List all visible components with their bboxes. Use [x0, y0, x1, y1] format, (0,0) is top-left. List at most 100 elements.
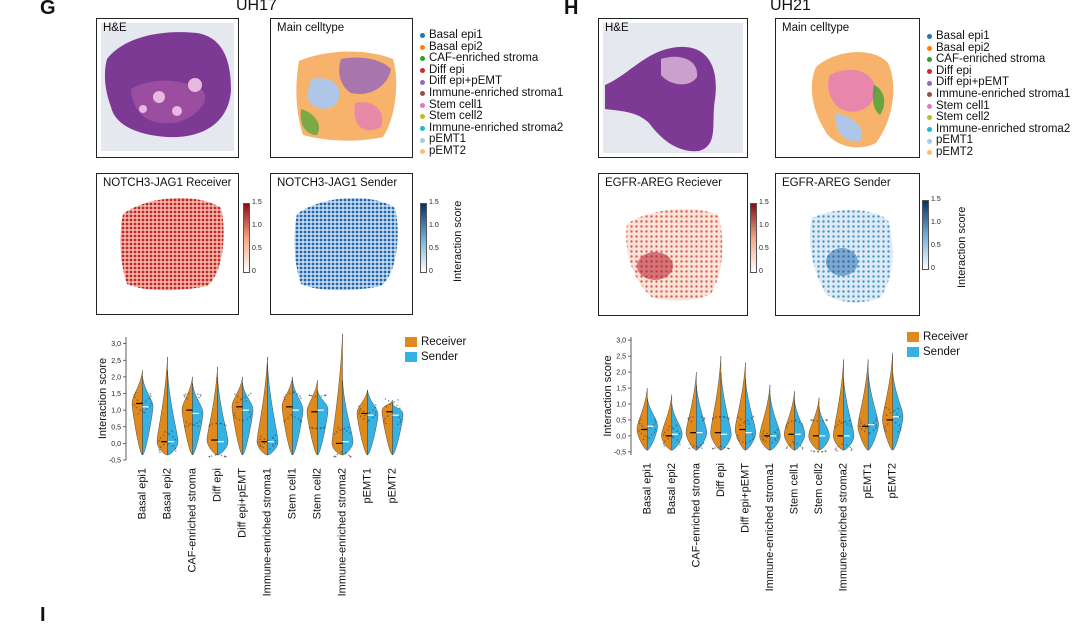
x-tick-label: Diff epi+pEMT [237, 468, 249, 538]
jitter-point [299, 395, 301, 397]
jitter-point [300, 397, 302, 400]
jitter-point [143, 411, 146, 414]
legend-label: Basal epi1 [936, 30, 990, 42]
jitter-point [392, 402, 394, 404]
jitter-point [274, 439, 277, 442]
legend-item: Basal epi2 [927, 42, 1070, 55]
jitter-point [236, 401, 238, 404]
jitter-point [639, 418, 642, 420]
jitter-point [714, 447, 717, 449]
legend-dot-icon [927, 127, 932, 133]
jitter-point [900, 426, 902, 429]
jitter-point [692, 416, 694, 418]
jitter-point [889, 411, 892, 414]
jitter-point [183, 394, 185, 397]
jitter-point [676, 439, 679, 441]
legend-item: Immune-enriched stroma1 [420, 87, 563, 100]
violin-sender [217, 376, 229, 456]
jitter-point [885, 406, 887, 409]
jitter-point [214, 454, 217, 456]
jitter-point [812, 419, 815, 422]
celltype-legend-h: Basal epi1 Basal epi2 CAF-enriched strom… [927, 30, 1070, 159]
jitter-point [358, 405, 360, 407]
jitter-point [789, 444, 791, 446]
legend-item: pEMT1 [927, 135, 1070, 147]
jitter-point [736, 434, 739, 437]
jitter-point [897, 431, 899, 433]
jitter-point [747, 419, 749, 422]
violin-chart-g: 3,0 2,5 2,0 1,5 1,0 0,5 0,0 -0,5 Interaction sco… [97, 333, 404, 596]
jitter-point [689, 443, 692, 446]
violin-receiver [833, 359, 844, 451]
jitter-point [867, 433, 870, 435]
jitter-point [368, 419, 370, 421]
jitter-point [308, 426, 311, 429]
jitter-point [859, 418, 861, 421]
jitter-point [750, 417, 753, 420]
jitter-point [736, 437, 739, 439]
jitter-point [372, 416, 374, 419]
jitter-point [687, 417, 689, 420]
panel-h-he-image: H&E [598, 18, 748, 158]
x-tick-label: pEMT2 [387, 468, 399, 503]
violin-sender [794, 400, 806, 451]
jitter-point [135, 406, 138, 409]
jitter-point [336, 453, 339, 456]
jitter-point [664, 431, 666, 434]
jitter-point [764, 440, 767, 443]
violin-sender [392, 403, 404, 456]
jitter-point [722, 415, 725, 418]
legend-dot-icon [927, 45, 932, 51]
panel-h-sender-map: EGFR-AREG Sender [775, 173, 920, 316]
jitter-point [826, 419, 829, 421]
legend-label: Diff epi [429, 63, 465, 76]
x-tick-label: Stem cell2 [312, 468, 324, 519]
y-tick-label: 3,0 [111, 341, 121, 348]
he-label: H&E [605, 22, 629, 34]
jitter-point [159, 451, 161, 453]
jitter-point [172, 445, 174, 447]
legend-label: CAF-enriched stroma [429, 52, 539, 65]
violin-receiver [306, 380, 318, 456]
jitter-point [712, 447, 714, 450]
jitter-point [397, 399, 399, 401]
jitter-point [887, 423, 889, 425]
legend-item: Basal epi1 [927, 30, 1070, 43]
legend-label: Diff epi [936, 64, 972, 77]
celltype-spatial-map [811, 52, 894, 148]
jitter-point [399, 407, 401, 409]
jitter-point [868, 431, 871, 434]
jitter-point [149, 392, 152, 395]
jitter-point [777, 434, 779, 436]
cbar-tick: 1.0 [252, 222, 262, 229]
panel-letter-h: H [564, 0, 579, 19]
jitter-point [640, 432, 643, 435]
jitter-point [396, 404, 398, 407]
jitter-point [671, 435, 674, 437]
jitter-point [752, 436, 755, 438]
jitter-point [199, 393, 202, 396]
x-tick-label: Stem cell1 [789, 463, 801, 514]
he-tissue-image [603, 23, 743, 153]
jitter-point [762, 439, 765, 441]
jitter-point [638, 422, 641, 425]
jitter-point [200, 395, 202, 397]
cbar-tick: 0 [429, 268, 433, 275]
jitter-point [790, 420, 793, 423]
jitter-point [359, 415, 362, 417]
jitter-point [752, 415, 755, 418]
jitter-point [846, 444, 848, 447]
x-tick-label: pEMT2 [887, 463, 899, 498]
jitter-point [762, 432, 764, 435]
jitter-point [714, 416, 717, 419]
jitter-point [367, 420, 369, 423]
jitter-point [315, 427, 317, 430]
y-tick-label: 1,0 [111, 408, 121, 415]
jitter-point [159, 446, 162, 449]
violin-receiver [808, 397, 820, 451]
jitter-point [384, 417, 386, 420]
x-tick-label: Basal epi2 [162, 468, 174, 519]
jitter-point [397, 423, 399, 426]
legend-label: Basal epi1 [429, 29, 483, 41]
violin-sender [317, 390, 329, 456]
